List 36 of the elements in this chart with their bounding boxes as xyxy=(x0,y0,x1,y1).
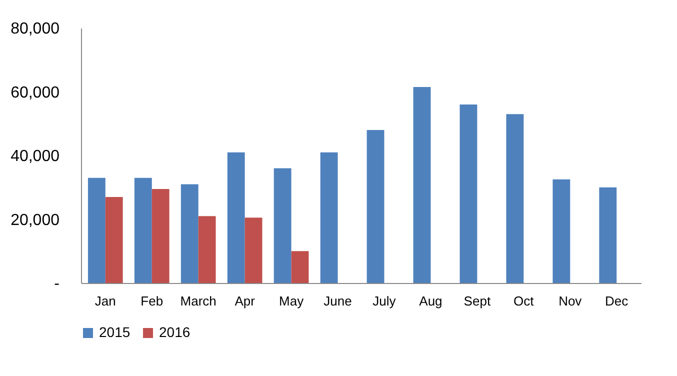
x-tick-label: Aug xyxy=(419,294,442,308)
bar xyxy=(134,178,152,283)
legend-label: 2015 xyxy=(99,324,130,340)
legend-label: 2016 xyxy=(159,324,190,340)
bar xyxy=(180,184,198,283)
x-tick-label: Nov xyxy=(558,294,582,308)
bar xyxy=(105,196,123,283)
x-tick-label: May xyxy=(279,294,304,308)
x-tick-label: Oct xyxy=(514,294,534,308)
y-tick-label: 80,000 xyxy=(10,20,60,38)
bar xyxy=(274,168,292,283)
bar xyxy=(460,104,478,283)
x-tick-label: June xyxy=(324,294,352,308)
y-tick-label: 20,000 xyxy=(10,212,60,229)
bar xyxy=(552,179,570,283)
bar xyxy=(599,187,617,283)
bar xyxy=(88,178,106,283)
x-tick-label: Jan xyxy=(94,294,116,308)
bar xyxy=(152,188,170,283)
bar xyxy=(320,152,338,283)
bar xyxy=(227,152,245,283)
bar xyxy=(198,216,216,283)
x-tick-label: Sept xyxy=(464,294,491,308)
x-tick-label: Dec xyxy=(605,294,629,308)
x-tick-label: March xyxy=(180,294,216,308)
bar xyxy=(244,218,262,283)
bar xyxy=(413,86,431,283)
bar xyxy=(366,130,384,283)
y-tick-label: 60,000 xyxy=(10,84,60,102)
bar xyxy=(291,251,309,283)
y-tick-label: 40,000 xyxy=(10,148,60,165)
bar xyxy=(506,114,524,283)
x-tick-label: Apr xyxy=(234,294,256,308)
x-tick-label: July xyxy=(372,294,396,308)
x-tick-label: Feb xyxy=(140,294,164,308)
y-tick-label: - xyxy=(54,276,60,292)
